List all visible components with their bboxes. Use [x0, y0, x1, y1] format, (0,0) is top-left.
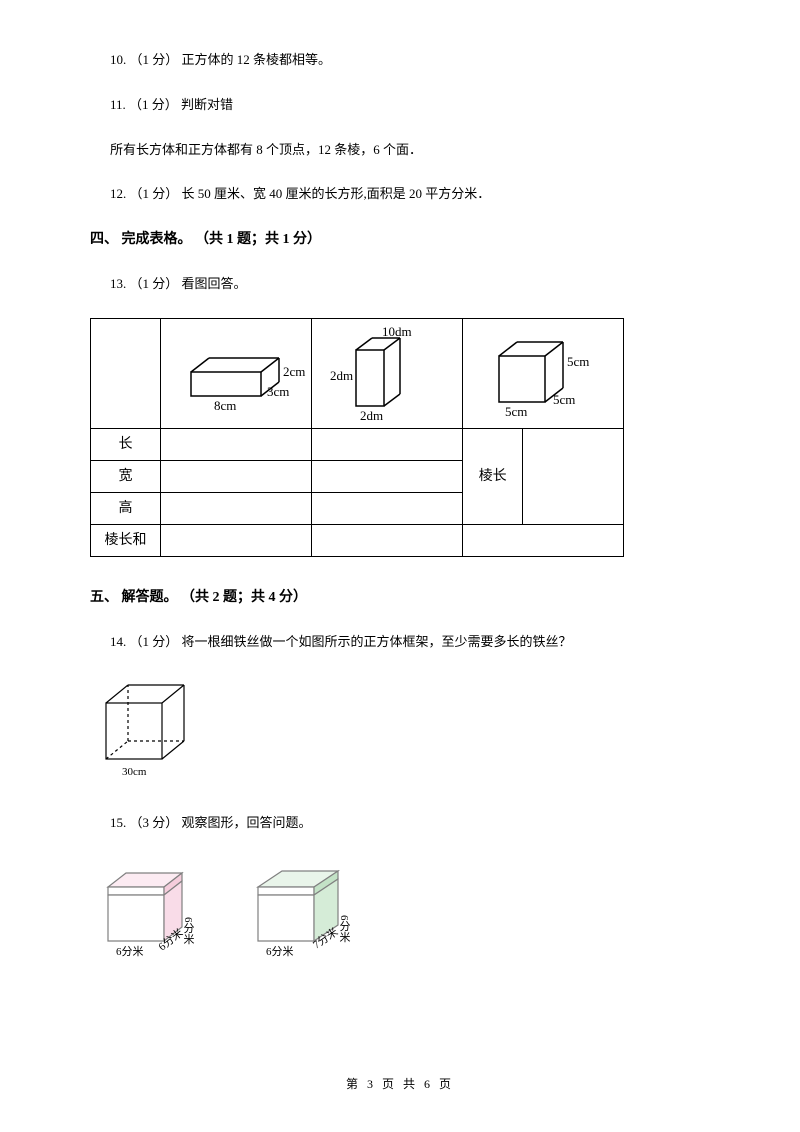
q15-right-h: 6分米: [338, 915, 351, 943]
shape2-svg: 10dm 2dm 2dm: [312, 324, 462, 424]
q-points: （1 分）: [130, 276, 179, 291]
shape3-svg: 5cm 5cm 5cm: [463, 324, 623, 424]
q-number: 10.: [110, 52, 126, 67]
q-text: 将一根细铁丝做一个如图所示的正方体框架，至少需要多长的铁丝？: [182, 634, 572, 649]
q-text: 看图回答。: [182, 276, 247, 291]
shape3-cell: 5cm 5cm 5cm: [463, 319, 624, 429]
shape1-d: 3cm: [267, 384, 289, 399]
q-text: 判断对错: [181, 97, 233, 112]
q-number: 12.: [110, 186, 126, 201]
q-points: （1 分）: [129, 97, 178, 112]
q13-table: 2cm 8cm 3cm 10dm 2dm 2dm: [90, 318, 624, 557]
question-14: 14. （1 分） 将一根细铁丝做一个如图所示的正方体框架，至少需要多长的铁丝？: [90, 632, 710, 653]
shape3-d: 5cm: [553, 392, 575, 407]
shape2-w: 2dm: [360, 408, 383, 423]
shape3-w: 5cm: [505, 404, 527, 419]
q15-right-svg: 6分米 7分米 6分米: [244, 857, 374, 967]
cell-4-1: [161, 525, 312, 557]
q14-label: 30cm: [122, 766, 147, 778]
shape1-cell: 2cm 8cm 3cm: [161, 319, 312, 429]
table-corner: [91, 319, 161, 429]
edge-label: 棱长: [463, 429, 523, 525]
q-points: （1 分）: [130, 52, 179, 67]
q-number: 14.: [110, 634, 126, 649]
cell-2-2: [312, 461, 463, 493]
q-number: 13.: [110, 276, 126, 291]
shape3-h: 5cm: [567, 354, 589, 369]
row-label-length: 长: [91, 429, 161, 461]
cell-3-1: [161, 493, 312, 525]
question-13: 13. （1 分） 看图回答。: [90, 274, 710, 295]
q-number: 11.: [110, 97, 126, 112]
q-text: 观察图形，回答问题。: [182, 815, 312, 830]
shape1-w: 8cm: [214, 398, 236, 413]
section-4-heading: 四、 完成表格。 （共 1 题；共 1 分）: [90, 229, 710, 251]
cell-edge: [523, 429, 624, 525]
q14-figure: 30cm: [90, 677, 710, 787]
cell-2-1: [161, 461, 312, 493]
q15-figures: 6分米 6分米 6分米 6分米 7分米 6分米: [90, 857, 710, 967]
shape1-h: 2cm: [283, 364, 305, 379]
q15-left-h: 6分米: [182, 917, 195, 945]
q14-cube-svg: 30cm: [94, 677, 204, 787]
question-12: 12. （1 分） 长 50 厘米、宽 40 厘米的长方形,面积是 20 平方分…: [90, 184, 710, 205]
shape2-d1: 2dm: [330, 368, 353, 383]
q15-left-w: 6分米: [116, 945, 144, 958]
cell-3-2: [312, 493, 463, 525]
q-points: （1 分）: [130, 186, 179, 201]
q15-right-w: 6分米: [266, 945, 294, 958]
q-text: 长 50 厘米、宽 40 厘米的长方形,面积是 20 平方分米．: [182, 186, 491, 201]
question-15: 15. （3 分） 观察图形，回答问题。: [90, 813, 710, 834]
q-points: （3 分）: [130, 815, 179, 830]
row-label-width: 宽: [91, 461, 161, 493]
shape2-cell: 10dm 2dm 2dm: [312, 319, 463, 429]
q-points: （1 分）: [130, 634, 179, 649]
q-text: 正方体的 12 条棱都相等。: [182, 52, 332, 67]
row-label-sum: 棱长和: [91, 525, 161, 557]
cell-4-3: [463, 525, 624, 557]
question-11: 11. （1 分） 判断对错: [90, 95, 710, 116]
cell-1-1: [161, 429, 312, 461]
page-footer: 第 3 页 共 6 页: [0, 1075, 800, 1094]
cell-1-2: [312, 429, 463, 461]
question-10: 10. （1 分） 正方体的 12 条棱都相等。: [90, 50, 710, 71]
row-label-height: 高: [91, 493, 161, 525]
section-5-heading: 五、 解答题。 （共 2 题；共 4 分）: [90, 587, 710, 609]
q15-left-svg: 6分米 6分米 6分米: [94, 857, 214, 967]
shape1-svg: 2cm 8cm 3cm: [161, 324, 311, 424]
question-11-body: 所有长方体和正方体都有 8 个顶点，12 条棱，6 个面．: [90, 140, 710, 161]
q-number: 15.: [110, 815, 126, 830]
cell-4-2: [312, 525, 463, 557]
shape2-h: 10dm: [382, 324, 412, 339]
